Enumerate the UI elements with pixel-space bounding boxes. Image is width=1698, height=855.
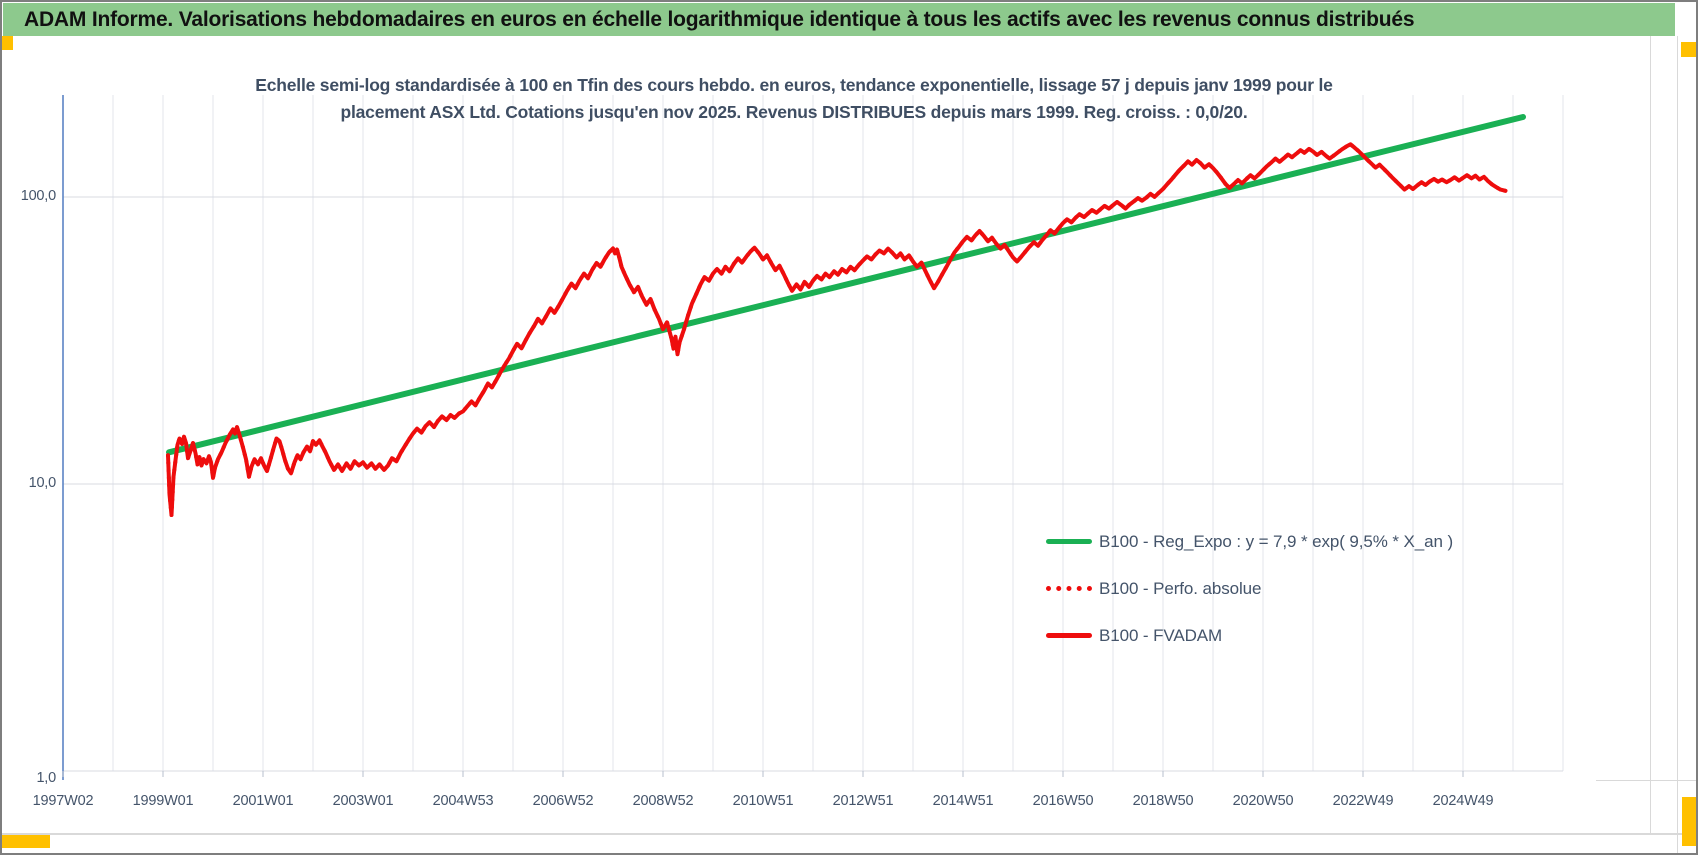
y-tick-label: 10,0 [28, 475, 57, 491]
chart-area [36, 56, 1596, 830]
legend-label: B100 - Reg_Expo : y = 7,9 * exp( 9,5% * … [1099, 531, 1454, 551]
x-tick-label: 2014W51 [932, 793, 994, 809]
legend-item: B100 - FVADAM [1046, 612, 1453, 659]
x-tick-label: 2018W50 [1132, 793, 1194, 809]
sheet-handle-bottom-left [2, 835, 50, 848]
x-tick-label: 2008W52 [632, 793, 694, 809]
sheet-row-line [1595, 780, 1696, 781]
chart-title-line2: placement ASX Ltd. Cotations jusqu'en no… [340, 102, 1248, 122]
legend-marker-dotted [1046, 586, 1092, 591]
x-tick-label: 2003W01 [332, 793, 394, 809]
chart-title: Echelle semi-log standardisée à 100 en T… [94, 72, 1494, 126]
legend-item: B100 - Reg_Expo : y = 7,9 * exp( 9,5% * … [1046, 518, 1453, 565]
x-tick-label: 2006W52 [532, 793, 594, 809]
x-tick-label: 2012W51 [832, 793, 894, 809]
page-title: ADAM Informe. Valorisations hebdomadaire… [3, 3, 1675, 36]
sheet-column-line [1650, 36, 1651, 833]
legend-marker-solid [1046, 633, 1092, 638]
x-tick-label: 2001W01 [232, 793, 294, 809]
x-tick-label: 2020W50 [1232, 793, 1294, 809]
x-tick-label: 2004W53 [432, 793, 494, 809]
x-tick-label: 1997W02 [32, 793, 94, 809]
legend-label: B100 - Perfo. absolue [1099, 578, 1262, 598]
legend-marker-solid [1046, 539, 1092, 544]
y-tick-label: 100,0 [20, 188, 56, 204]
legend-item: B100 - Perfo. absolue [1046, 565, 1453, 612]
x-tick-label: 2024W49 [1432, 793, 1494, 809]
x-tick-label: 2016W50 [1032, 793, 1094, 809]
legend-label: B100 - FVADAM [1099, 625, 1223, 645]
x-tick-label: 1999W01 [132, 793, 194, 809]
chart-legend: B100 - Reg_Expo : y = 7,9 * exp( 9,5% * … [1046, 518, 1453, 659]
sheet-handle-top-left [0, 36, 13, 50]
scrollbar-thumb-right[interactable] [1682, 797, 1696, 846]
y-tick-label: 1,0 [36, 770, 56, 786]
sheet-column-line [1677, 36, 1678, 853]
chart-title-line1: Echelle semi-log standardisée à 100 en T… [255, 75, 1333, 95]
sheet-handle-top-right [1681, 42, 1698, 57]
sheet-row-line [0, 833, 1698, 835]
x-tick-label: 2010W51 [732, 793, 794, 809]
x-tick-label: 2022W49 [1332, 793, 1394, 809]
